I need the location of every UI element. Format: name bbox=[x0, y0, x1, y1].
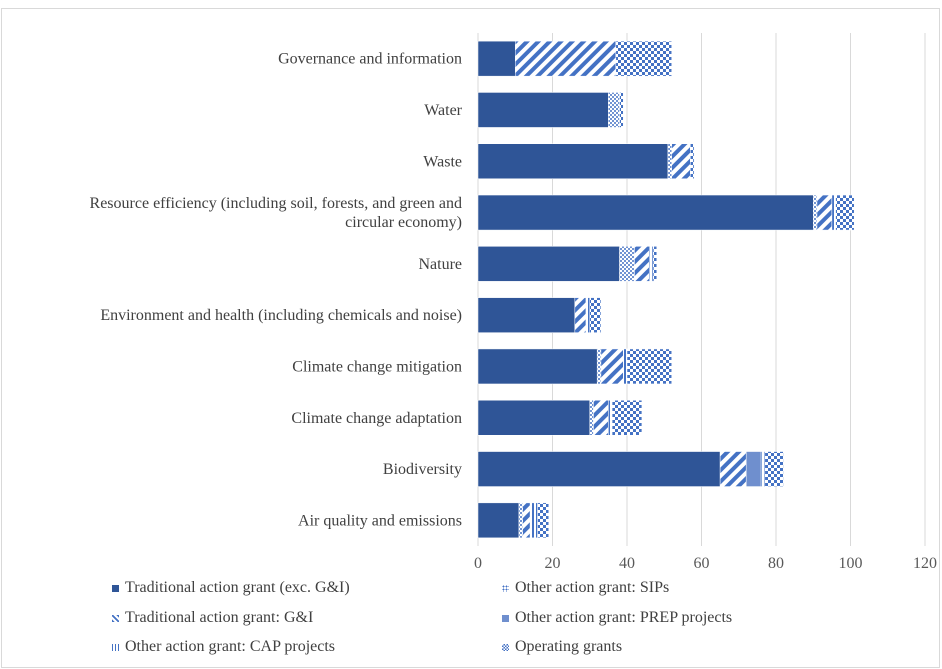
bar-segment bbox=[477, 348, 598, 385]
bar-segment bbox=[596, 348, 602, 385]
x-tick-label: 120 bbox=[913, 555, 937, 572]
bar-segment bbox=[477, 143, 669, 179]
category-label: Air quality and emissions bbox=[298, 512, 462, 529]
bar-segment bbox=[529, 502, 538, 539]
x-tick-label: 100 bbox=[839, 555, 863, 572]
category-labels: Governance and information Water Waste Reso… bbox=[90, 51, 463, 530]
bar-segment bbox=[522, 502, 531, 539]
bar-segment bbox=[671, 143, 691, 179]
x-tick-label: 40 bbox=[619, 555, 635, 572]
bar-segment bbox=[690, 143, 695, 179]
category-label: Climate change adaptation bbox=[291, 410, 462, 427]
bar-segment bbox=[477, 451, 721, 487]
x-tick-label: 0 bbox=[474, 555, 482, 572]
bar-segment bbox=[608, 92, 620, 128]
bar-segment bbox=[652, 246, 658, 282]
bar-segment bbox=[608, 400, 613, 436]
bar-segment bbox=[477, 400, 590, 436]
bar-segment bbox=[816, 194, 833, 231]
bar-segment bbox=[477, 194, 814, 231]
bar-segment bbox=[719, 451, 747, 487]
bar-segment bbox=[477, 92, 609, 128]
bar-segment bbox=[649, 246, 654, 282]
bar-segment bbox=[634, 246, 650, 282]
bar-segment bbox=[515, 40, 617, 77]
bar-segment bbox=[518, 502, 523, 539]
x-tick-label: 80 bbox=[768, 555, 784, 572]
bar-segment bbox=[619, 246, 635, 282]
bar-segment bbox=[585, 297, 591, 333]
bar-segment bbox=[764, 451, 784, 487]
bar-segment bbox=[835, 194, 855, 231]
bar-segment bbox=[831, 194, 836, 231]
bar-segment bbox=[589, 400, 594, 436]
bar-segment bbox=[760, 451, 766, 487]
category-label: Climate change mitigation bbox=[292, 358, 462, 375]
bar-segment bbox=[667, 143, 672, 179]
bar-segment bbox=[477, 502, 520, 539]
bar-segment bbox=[477, 40, 516, 77]
bar-segment bbox=[615, 40, 672, 77]
chart-frame bbox=[1, 8, 940, 668]
category-label: Environment and health (including chemic… bbox=[100, 307, 462, 324]
bar-segment bbox=[589, 297, 602, 333]
x-tick-label: 20 bbox=[545, 555, 561, 572]
bar-segment bbox=[611, 400, 643, 436]
x-tick-label: 60 bbox=[694, 555, 710, 572]
category-label: Waste bbox=[423, 153, 462, 170]
category-label: Governance and information bbox=[278, 51, 462, 68]
bar-segment bbox=[477, 297, 576, 333]
category-label: Water bbox=[424, 102, 462, 119]
category-label: Nature bbox=[418, 256, 462, 273]
bar-segment bbox=[537, 502, 550, 539]
category-label: Resource efficiency (including soil, for… bbox=[90, 195, 462, 231]
bar-segment bbox=[813, 194, 818, 231]
category-label: Biodiversity bbox=[383, 461, 462, 478]
bars bbox=[477, 40, 855, 539]
bar-segment bbox=[745, 451, 762, 487]
bar-segment bbox=[477, 246, 620, 282]
bar-segment bbox=[623, 348, 628, 385]
bar-segment bbox=[619, 92, 624, 128]
bar-segment bbox=[626, 348, 672, 385]
x-axis-ticks: 0 20 40 60 80 100 120 bbox=[474, 555, 937, 572]
bar-segment bbox=[593, 400, 609, 436]
bar-segment bbox=[574, 297, 587, 333]
bar-segment bbox=[600, 348, 624, 385]
